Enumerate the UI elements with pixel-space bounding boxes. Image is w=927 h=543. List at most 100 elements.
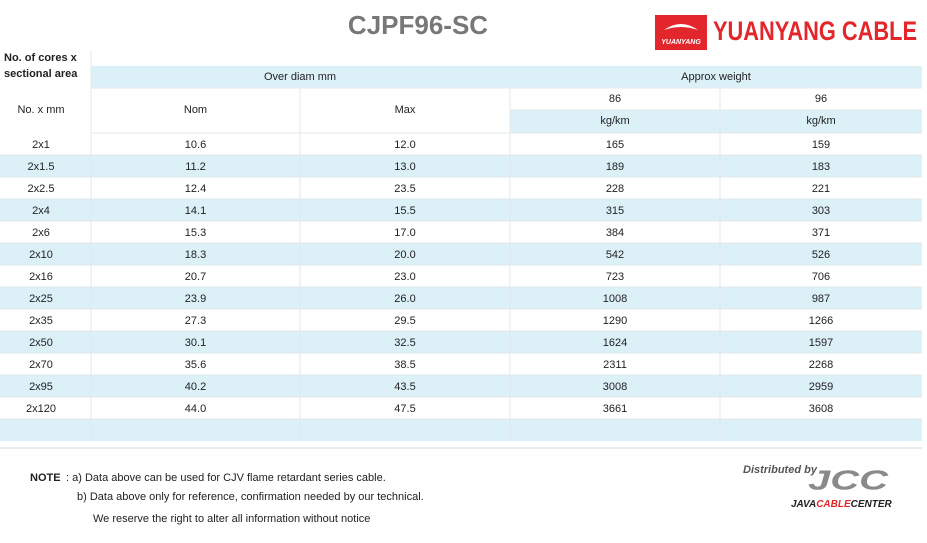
corner-header: No. of cores x xyxy=(4,52,78,64)
brand-logo: YUANYANG YUANYANG CABLE xyxy=(655,15,917,50)
logo-badge xyxy=(655,15,707,50)
weight-type: 96 xyxy=(815,93,827,105)
cell: 706 xyxy=(812,271,830,283)
cell: 2x6 xyxy=(32,227,50,239)
row-band xyxy=(0,243,922,265)
cell: 2x95 xyxy=(29,381,53,393)
cell: 2x120 xyxy=(26,403,56,415)
cell: 1008 xyxy=(603,293,627,305)
cell: 2x25 xyxy=(29,293,53,305)
cell: 1266 xyxy=(809,315,833,327)
row-band xyxy=(0,375,922,397)
logo-badge-text: YUANYANG xyxy=(661,39,701,46)
cell: 15.3 xyxy=(185,227,206,239)
cell: 221 xyxy=(812,183,830,195)
row-band xyxy=(0,287,922,309)
cell: 2x35 xyxy=(29,315,53,327)
cell: 228 xyxy=(606,183,624,195)
cell: 2268 xyxy=(809,359,833,371)
row-band xyxy=(0,155,922,177)
cell: 47.5 xyxy=(394,403,415,415)
cell: 38.5 xyxy=(394,359,415,371)
cell: 3608 xyxy=(809,403,833,415)
title: CJPF96-SC xyxy=(348,10,488,40)
cell: 26.0 xyxy=(394,293,415,305)
note-item: : a) Data above can be used for CJV flam… xyxy=(66,472,386,484)
distributor-name: JAVACABLECENTER xyxy=(791,499,893,510)
cell: 2959 xyxy=(809,381,833,393)
cell: 10.6 xyxy=(185,139,206,151)
cell: 526 xyxy=(812,249,830,261)
name-part: JAVA xyxy=(791,499,816,510)
cell: 189 xyxy=(606,161,624,173)
distributor-logo: Distributed by JCC JAVACABLECENTER xyxy=(743,464,893,510)
cell: 384 xyxy=(606,227,624,239)
cell: 14.1 xyxy=(185,205,206,217)
table: No. of cores x sectional area Over diam mm… xyxy=(0,50,922,441)
cell: 32.5 xyxy=(394,337,415,349)
group-header: Over diam mm xyxy=(264,71,336,83)
cell: 2x4 xyxy=(32,205,50,217)
cell: 44.0 xyxy=(185,403,206,415)
group-header: Approx weight xyxy=(681,71,751,83)
row-band xyxy=(0,331,922,353)
cell: 12.4 xyxy=(185,183,206,195)
cell: 27.3 xyxy=(185,315,206,327)
cell: 1597 xyxy=(809,337,833,349)
cell: 18.3 xyxy=(185,249,206,261)
cell: 30.1 xyxy=(185,337,206,349)
cell: 987 xyxy=(812,293,830,305)
distributor-mark: JCC xyxy=(808,464,889,495)
cell: 13.0 xyxy=(394,161,415,173)
cell: 2x1 xyxy=(32,139,50,151)
cell: 371 xyxy=(812,227,830,239)
cell: 29.5 xyxy=(394,315,415,327)
corner-header: sectional area xyxy=(4,68,78,80)
cell: 159 xyxy=(812,139,830,151)
cell: 15.5 xyxy=(394,205,415,217)
cell: 17.0 xyxy=(394,227,415,239)
row-band xyxy=(0,419,922,441)
weight-unit: kg/km xyxy=(600,115,629,127)
cell: 43.5 xyxy=(394,381,415,393)
cell: 723 xyxy=(606,271,624,283)
cell: 3008 xyxy=(603,381,627,393)
cell: 23.5 xyxy=(394,183,415,195)
header-band xyxy=(91,66,922,88)
cell: 2311 xyxy=(603,359,627,371)
column-header: No. x mm xyxy=(17,104,64,116)
cell: 2x16 xyxy=(29,271,53,283)
cell: 35.6 xyxy=(185,359,206,371)
note-item: b) Data above only for reference, confir… xyxy=(77,491,424,503)
cell: 23.0 xyxy=(394,271,415,283)
column-header: Nom xyxy=(184,104,207,116)
cell: 165 xyxy=(606,139,624,151)
column-header: Max xyxy=(395,104,416,116)
cell: 1624 xyxy=(603,337,627,349)
note-label: NOTE xyxy=(30,472,61,484)
cell: 542 xyxy=(606,249,624,261)
cell: 315 xyxy=(606,205,624,217)
cell: 303 xyxy=(812,205,830,217)
cell: 23.9 xyxy=(185,293,206,305)
note-item: We reserve the right to alter all inform… xyxy=(93,513,370,525)
logo-name: YUANYANG CABLE xyxy=(713,16,917,46)
distributor-prefix: Distributed by xyxy=(743,464,818,476)
cell: 12.0 xyxy=(394,139,415,151)
weight-type: 86 xyxy=(609,93,621,105)
name-part: CENTER xyxy=(851,499,893,510)
cell: 2x2.5 xyxy=(28,183,55,195)
cell: 11.2 xyxy=(185,161,206,173)
cell: 20.7 xyxy=(185,271,206,283)
logo-mark xyxy=(664,24,698,30)
weight-unit: kg/km xyxy=(806,115,835,127)
cell: 2x70 xyxy=(29,359,53,371)
cell: 2x50 xyxy=(29,337,53,349)
cell: 2x10 xyxy=(29,249,53,261)
cell: 3661 xyxy=(603,403,627,415)
cell: 183 xyxy=(812,161,830,173)
unit-band xyxy=(510,110,922,133)
row-band xyxy=(0,199,922,221)
cell: 1290 xyxy=(603,315,627,327)
